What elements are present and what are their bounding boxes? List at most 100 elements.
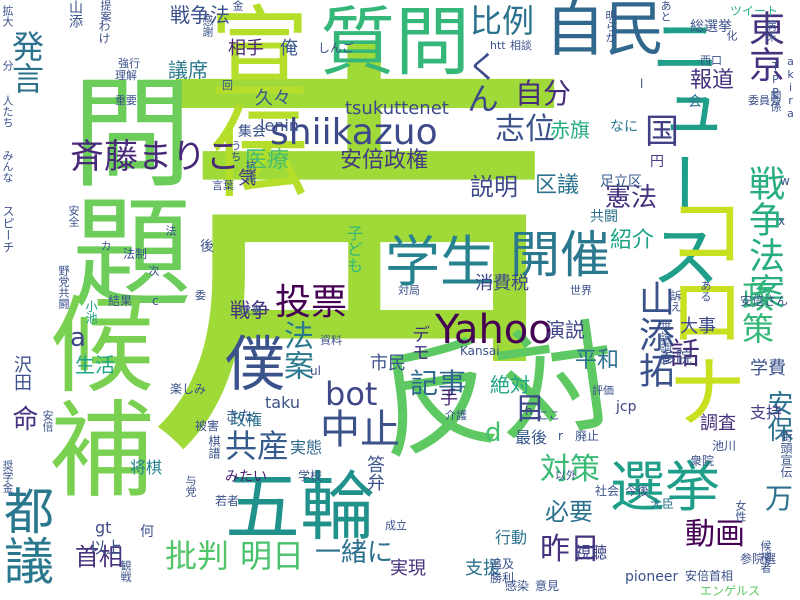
cloud-word: 大事 [680, 316, 716, 337]
cloud-word: 後 [200, 239, 214, 255]
cloud-word: 勝利 [490, 571, 515, 585]
cloud-word: 参院選 [740, 552, 777, 566]
cloud-word: 国 [645, 112, 679, 152]
cloud-word: lenin [260, 116, 300, 135]
cloud-word: 野党共闘 [57, 265, 70, 309]
cloud-word: 報道 [690, 68, 735, 93]
cloud-word: 関係 [769, 90, 782, 112]
cloud-word: 女性 [734, 500, 747, 522]
cloud-word: 実現 [390, 558, 426, 579]
cloud-word: 首相 [75, 543, 123, 571]
cloud-word: gt [95, 518, 112, 537]
cloud-word: 市民 [370, 353, 406, 374]
cloud-word: 若者 [215, 494, 240, 508]
cloud-word: TPP [769, 60, 782, 99]
cloud-word: 大臣 [650, 497, 675, 511]
cloud-word: 答弁 [364, 455, 385, 491]
cloud-word: 池川 [712, 439, 737, 453]
cloud-word: d [485, 418, 502, 448]
cloud-word: 必要 [545, 498, 593, 526]
cloud-word: 明らか [604, 10, 617, 43]
cloud-word: 万 [765, 482, 794, 515]
cloud-word: r [558, 429, 563, 443]
cloud-word: 視聴 [575, 543, 608, 562]
cloud-word: jcp [616, 399, 637, 415]
cloud-word: ニュース [639, 10, 721, 290]
cloud-word: 楽しみ [170, 382, 207, 396]
cloud-word: 対局 [398, 284, 420, 297]
cloud-word: カ [99, 240, 112, 251]
cloud-word: 次 [147, 265, 160, 276]
cloud-word: 質問 [320, 0, 471, 86]
cloud-word: 問題 [51, 70, 190, 310]
cloud-word: 言葉 [212, 179, 234, 192]
cloud-word: 気 [238, 168, 256, 189]
cloud-word: 区議 [535, 173, 580, 198]
cloud-word: 理解 [115, 69, 137, 82]
cloud-word: 化 [725, 30, 738, 41]
cloud-word: 強行 [118, 57, 140, 70]
cloud-word: 自民 [545, 0, 665, 65]
cloud-word: 資料 [320, 334, 342, 347]
cloud-word: 会 [688, 94, 702, 110]
cloud-word: 最後 [515, 428, 548, 447]
cloud-word: 調査 [700, 413, 736, 434]
cloud-word: 今後 [625, 484, 650, 498]
cloud-word: 支持 [750, 403, 783, 422]
cloud-word: 都議 [0, 485, 54, 585]
cloud-word: 世論調査 [659, 320, 672, 364]
cloud-word: 感染 [505, 579, 530, 593]
cloud-word: 赤旗 [550, 118, 590, 142]
cloud-word: 戦争法案 [743, 165, 784, 309]
cloud-word: 発言 [7, 30, 45, 94]
cloud-word: 比例 [470, 2, 535, 40]
cloud-word: 手 [440, 388, 458, 409]
cloud-word: 法 [164, 225, 177, 236]
cloud-word: 安保 [763, 390, 793, 442]
cloud-word: スピーチ [1, 205, 15, 253]
cloud-word: tsukuttenet [345, 98, 449, 119]
cloud-word: 明日 [240, 537, 305, 575]
cloud-word: taku [265, 393, 300, 412]
cloud-word: h [525, 404, 533, 418]
cloud-word: 宣伝 [192, 0, 309, 200]
cloud-word: 法制 [123, 247, 148, 261]
cloud-word: 奨学金 [1, 460, 14, 493]
cloud-word: 中止 [320, 407, 400, 453]
cloud-word: しんご [318, 41, 355, 55]
cloud-word: 街頭宣伝 [779, 430, 793, 478]
cloud-word: 共闘 [590, 209, 618, 225]
cloud-word: 平和 [575, 348, 620, 373]
cloud-word: コロナ [654, 190, 747, 430]
cloud-word: 回 [222, 79, 233, 92]
cloud-word: 結果 [108, 294, 133, 308]
cloud-word: htt [490, 39, 506, 52]
cloud-word: 消費税 [475, 273, 529, 294]
cloud-word: わけ [97, 20, 111, 44]
cloud-word: 金 [231, 0, 244, 11]
cloud-word: 行動 [495, 528, 528, 547]
cloud-word: ツイート [730, 4, 779, 18]
cloud-word: Yahoo [435, 307, 553, 353]
cloud-word: 動画 [685, 517, 745, 552]
cloud-word: 候補 [32, 290, 154, 500]
cloud-word: 俺 [280, 38, 298, 59]
cloud-word: 人たち [1, 95, 14, 128]
cloud-word: 与党 [184, 475, 197, 497]
cloud-word: 一緒に [315, 538, 394, 568]
cloud-word: 追及 [490, 557, 515, 571]
cloud-word: 生活 [75, 353, 115, 377]
cloud-word: 戦争法 [170, 3, 230, 27]
cloud-word: 記事 [410, 367, 467, 400]
cloud-word: 議席 [168, 58, 208, 82]
cloud-word: 意見 [535, 579, 560, 593]
cloud-word: 足立区 [600, 174, 642, 190]
cloud-word: 沢田 [11, 355, 32, 391]
cloud-word: 重要 [115, 94, 137, 107]
cloud-word: 訴え [669, 290, 682, 312]
cloud-word: 実態 [290, 438, 323, 457]
cloud-word: bot [325, 375, 378, 413]
cloud-word: 志位 [495, 112, 555, 147]
cloud-word: 参院 [660, 348, 693, 367]
